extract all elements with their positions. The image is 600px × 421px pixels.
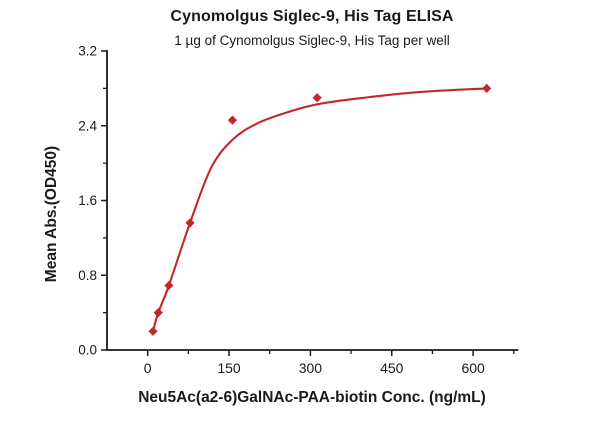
y-tick-label: 0.0 [78,343,97,358]
y-tick-label: 0.8 [78,268,97,283]
fit-curve-line [151,87,488,333]
data-point-marker [153,308,163,318]
chart-title: Cynomolgus Siglec-9, His Tag ELISA [170,8,454,25]
chart-subtitle: 1 µg of Cynomolgus Siglec-9, His Tag per… [174,33,450,48]
data-point-marker [312,93,322,103]
x-tick-label: 300 [299,360,323,376]
axis-ticks [101,50,515,356]
data-point-marker [185,218,195,228]
x-tick-label: 450 [380,360,404,376]
x-tick-label: 0 [144,360,152,376]
y-tick-label: 1.6 [78,193,97,208]
data-point-marker [482,83,492,93]
data-points [148,83,492,336]
x-tick-label: 600 [461,360,485,376]
y-tick-label: 2.4 [78,118,97,133]
tick-labels: 0 150 300 450 600 0.0 0.8 1.6 2.4 3.2 [78,44,485,377]
axis-lines [106,50,519,351]
y-tick-label: 3.2 [78,44,97,59]
data-point-marker [227,115,238,125]
axis-line [106,50,519,351]
fit-curve [151,87,488,333]
x-tick-label: 150 [217,360,241,376]
data-point-marker [164,280,174,291]
data-point-marker [148,326,158,336]
x-axis-title: Neu5Ac(a2-6)GalNAc-PAA-biotin Conc. (ng/… [138,389,486,406]
